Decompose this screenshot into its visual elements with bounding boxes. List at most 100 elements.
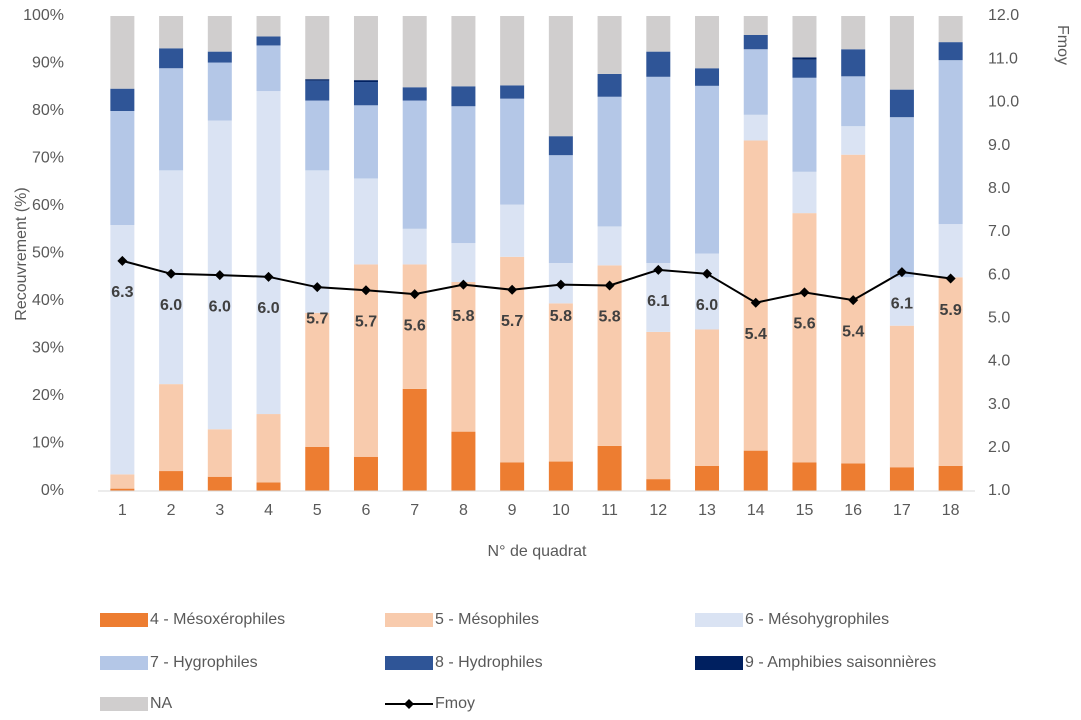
marker (799, 287, 810, 298)
marker (312, 282, 323, 293)
y2-tick-label: 8.0 (988, 180, 1010, 197)
bar (646, 331, 671, 480)
bar (792, 462, 817, 491)
y-tick-label: 70% (32, 150, 64, 167)
x-tick-label: 9 (508, 502, 517, 519)
y2-tick-label: 11.0 (988, 50, 1018, 67)
legend-swatch (385, 656, 433, 670)
x-tick-label: 16 (844, 502, 862, 519)
data-label: 5.8 (598, 309, 620, 326)
y2-tick-label: 6.0 (988, 266, 1010, 283)
y2-tick-label: 2.0 (988, 439, 1010, 456)
y-tick-label: 100% (23, 7, 64, 24)
data-label: 5.8 (452, 308, 474, 325)
bar (159, 48, 184, 69)
legend-label: 7 - Hygrophiles (150, 654, 258, 671)
y2-tick-label: 12.0 (988, 7, 1019, 24)
bar (159, 384, 184, 472)
bar (207, 476, 232, 491)
data-label: 6.0 (209, 298, 231, 315)
bar (841, 49, 866, 77)
data-label: 6.0 (696, 297, 718, 314)
bar (597, 265, 622, 446)
marker (263, 271, 274, 282)
data-label: 5.7 (501, 313, 523, 330)
bar (207, 429, 232, 477)
bar (402, 16, 427, 88)
bar (889, 16, 914, 90)
bar (889, 89, 914, 118)
bar (841, 154, 866, 464)
bar (597, 226, 622, 266)
bar (256, 36, 281, 46)
x-tick-label: 1 (118, 502, 127, 519)
x-tick-label: 5 (313, 502, 322, 519)
bar (548, 303, 573, 462)
x-tick-label: 18 (942, 502, 960, 519)
bar (110, 16, 135, 89)
legend-label: 5 - Mésophiles (435, 611, 539, 628)
bar (500, 85, 525, 99)
bar (500, 462, 525, 491)
legend-swatch (100, 697, 148, 711)
y-tick-label: 90% (32, 55, 64, 72)
y-tick-label: 60% (32, 197, 64, 214)
x-tick-label: 4 (264, 502, 273, 519)
bar (159, 68, 184, 171)
bar (646, 51, 671, 77)
data-label: 5.6 (793, 316, 815, 333)
bar (646, 76, 671, 263)
bar (402, 264, 427, 389)
legend-label: Fmoy (435, 695, 475, 712)
bar (451, 106, 476, 244)
legend-label: NA (150, 695, 173, 712)
bar (451, 243, 476, 282)
bar (792, 57, 817, 60)
bar (305, 79, 330, 81)
x-tick-label: 11 (601, 502, 618, 519)
legend-swatch (100, 613, 148, 627)
bar (110, 474, 135, 489)
bar (938, 60, 963, 225)
marker (702, 268, 713, 279)
y-tick-label: 30% (32, 340, 64, 357)
x-tick-label: 3 (215, 502, 224, 519)
y-tick-label: 0% (41, 482, 64, 499)
bar (841, 463, 866, 491)
bar (792, 16, 817, 58)
legend-swatch (695, 613, 743, 627)
bar (256, 414, 281, 483)
marker (848, 295, 859, 306)
bar (207, 16, 232, 52)
bar (353, 105, 378, 179)
data-label: 5.7 (355, 313, 377, 330)
y-tick-label: 40% (32, 292, 64, 309)
bar (938, 16, 963, 43)
marker (458, 279, 469, 290)
bar (695, 465, 720, 491)
data-label: 6.1 (647, 293, 669, 310)
bar (889, 117, 914, 278)
marker (117, 255, 128, 266)
marker (945, 273, 956, 284)
bar (207, 51, 232, 63)
marker (604, 280, 615, 291)
data-label: 6.1 (891, 295, 913, 312)
bar (451, 431, 476, 491)
legend-swatch (100, 656, 148, 670)
bar (646, 479, 671, 491)
bar (597, 445, 622, 491)
bar (597, 73, 622, 97)
bar (889, 467, 914, 491)
data-label: 6.0 (257, 300, 279, 317)
bar (353, 178, 378, 265)
line (122, 259, 951, 304)
y2-tick-label: 5.0 (988, 309, 1010, 326)
data-label: 5.4 (745, 326, 767, 343)
y-tick-label: 50% (32, 245, 64, 262)
legend-swatch (385, 613, 433, 627)
marker (750, 297, 761, 308)
x-tick-label: 13 (698, 502, 716, 519)
x-axis-title: N° de quadrat (488, 543, 587, 560)
